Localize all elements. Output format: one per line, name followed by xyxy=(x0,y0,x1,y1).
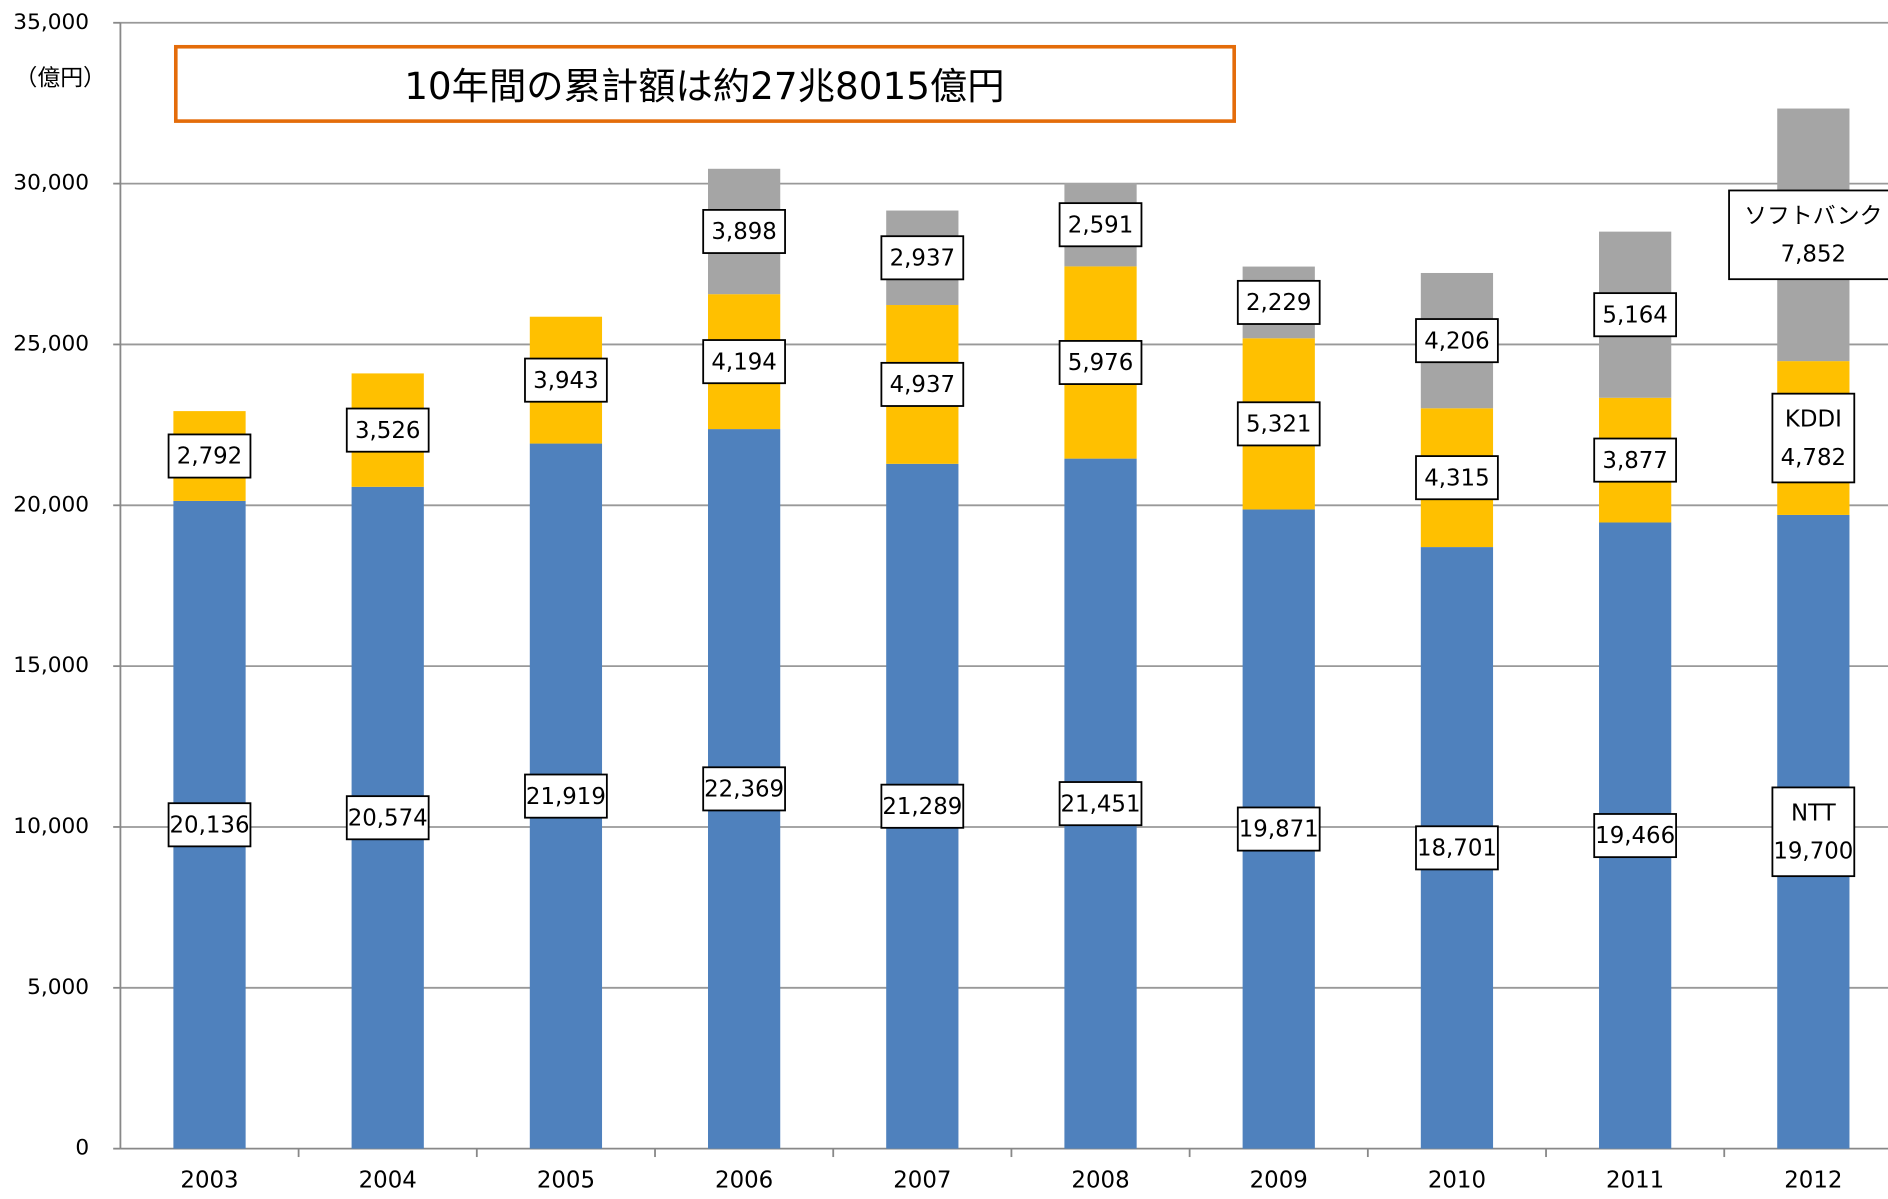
data-label: 19,700 xyxy=(1773,839,1853,865)
series-name-label: ソフトバンク xyxy=(1744,203,1882,229)
data-label: 21,289 xyxy=(882,794,962,820)
data-label-box xyxy=(1236,279,1321,325)
data-label: 21,451 xyxy=(1061,791,1141,817)
data-label-box xyxy=(1415,318,1499,364)
data-label: 2,792 xyxy=(177,444,242,470)
y-tick-label: 35,000 xyxy=(13,10,89,35)
data-label: 22,369 xyxy=(704,777,784,803)
data-label-box xyxy=(345,795,430,841)
y-tick-label: 0 xyxy=(75,1136,89,1161)
data-label-box xyxy=(167,433,252,479)
data-label: 5,321 xyxy=(1246,412,1311,438)
data-label-box xyxy=(1058,202,1143,248)
data-label: 2,591 xyxy=(1068,212,1133,238)
x-tick-label: 2003 xyxy=(180,1168,238,1194)
data-label: 4,937 xyxy=(890,372,955,398)
data-label-box xyxy=(1058,781,1143,827)
data-label: 4,194 xyxy=(711,349,776,375)
x-tick-label: 2007 xyxy=(893,1168,951,1194)
data-label: 19,466 xyxy=(1595,823,1675,849)
y-tick-label: 5,000 xyxy=(27,975,89,1000)
data-label: 19,871 xyxy=(1239,817,1319,843)
y-tick-label: 15,000 xyxy=(13,653,89,678)
data-label-box xyxy=(524,773,608,819)
x-tick-label: 2009 xyxy=(1250,1168,1308,1194)
data-label: 3,877 xyxy=(1602,448,1667,474)
x-tick-label: 2010 xyxy=(1428,1168,1486,1194)
data-label: 4,206 xyxy=(1424,328,1489,354)
y-tick-label: 10,000 xyxy=(13,814,89,839)
data-label-box xyxy=(1236,806,1321,852)
data-label: 20,574 xyxy=(348,805,428,831)
data-label: 21,919 xyxy=(526,784,606,810)
series-name-label: NTT xyxy=(1791,800,1836,826)
data-label: 3,943 xyxy=(533,368,598,394)
data-label-box xyxy=(1593,437,1677,483)
data-label-box xyxy=(1771,392,1856,484)
plot-area: 0 5,000 10,000 15,000 20,000 25,000 30,000 35,0… xyxy=(13,10,1888,1194)
x-tick-label: 2012 xyxy=(1784,1168,1842,1194)
data-label: 20,136 xyxy=(170,813,250,839)
data-label-box xyxy=(1771,786,1856,878)
x-tick-label: 2011 xyxy=(1606,1168,1664,1194)
data-label-box xyxy=(1415,825,1499,871)
data-label: 3,898 xyxy=(711,219,776,245)
data-label-box xyxy=(880,361,965,407)
x-tick-label: 2006 xyxy=(715,1168,773,1194)
data-label-box xyxy=(167,802,252,848)
data-label-box xyxy=(702,209,786,254)
data-label-box xyxy=(1593,813,1677,859)
data-label: 5,976 xyxy=(1068,350,1133,376)
data-label-box xyxy=(524,357,608,403)
data-label-box xyxy=(880,783,965,829)
data-label-box xyxy=(702,766,786,812)
annotation-box xyxy=(173,44,1236,123)
x-tick-label: 2008 xyxy=(1071,1168,1129,1194)
x-tick-label: 2005 xyxy=(537,1168,595,1194)
data-label-box xyxy=(1415,455,1499,501)
data-label-box xyxy=(1728,189,1888,281)
data-label: 3,526 xyxy=(355,418,420,444)
y-axis-label: （億円） xyxy=(14,66,105,92)
data-label-box xyxy=(1058,340,1143,385)
data-label: 7,852 xyxy=(1781,242,1846,268)
y-tick-label: 20,000 xyxy=(13,492,89,517)
x-tick-label: 2004 xyxy=(359,1168,417,1194)
y-tick-label: 30,000 xyxy=(13,171,89,196)
data-label-box xyxy=(1236,401,1321,447)
data-label: 2,229 xyxy=(1246,290,1311,316)
annotation: 10年間の累計額は約27兆8015億円 xyxy=(404,64,1004,108)
data-label: 4,315 xyxy=(1424,465,1489,491)
y-tick-label: 25,000 xyxy=(13,331,89,356)
data-label-box xyxy=(880,235,965,281)
data-label: 2,937 xyxy=(890,246,955,272)
data-label: 18,701 xyxy=(1417,836,1497,862)
data-label: 5,164 xyxy=(1602,302,1667,328)
data-label: 4,782 xyxy=(1781,445,1846,471)
data-label-box xyxy=(702,339,786,385)
data-label-box xyxy=(345,407,430,453)
data-label-box xyxy=(1593,292,1677,338)
series-name-label: KDDI xyxy=(1785,407,1842,433)
